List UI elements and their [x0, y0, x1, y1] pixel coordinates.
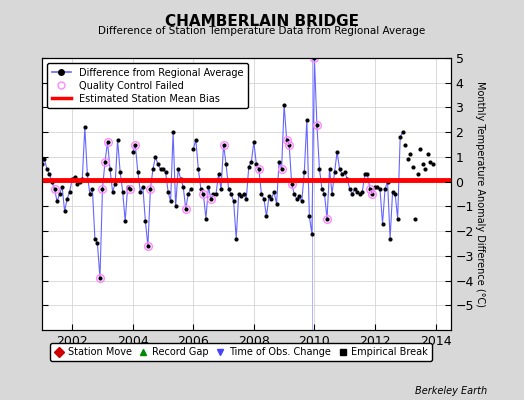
Text: Difference of Station Temperature Data from Regional Average: Difference of Station Temperature Data f… — [99, 26, 425, 36]
Text: Berkeley Earth: Berkeley Earth — [415, 386, 487, 396]
Y-axis label: Monthly Temperature Anomaly Difference (°C): Monthly Temperature Anomaly Difference (… — [475, 81, 485, 307]
Legend: Station Move, Record Gap, Time of Obs. Change, Empirical Break: Station Move, Record Gap, Time of Obs. C… — [50, 343, 432, 361]
Legend: Difference from Regional Average, Quality Control Failed, Estimated Station Mean: Difference from Regional Average, Qualit… — [47, 63, 248, 108]
Text: CHAMBERLAIN BRIDGE: CHAMBERLAIN BRIDGE — [165, 14, 359, 29]
